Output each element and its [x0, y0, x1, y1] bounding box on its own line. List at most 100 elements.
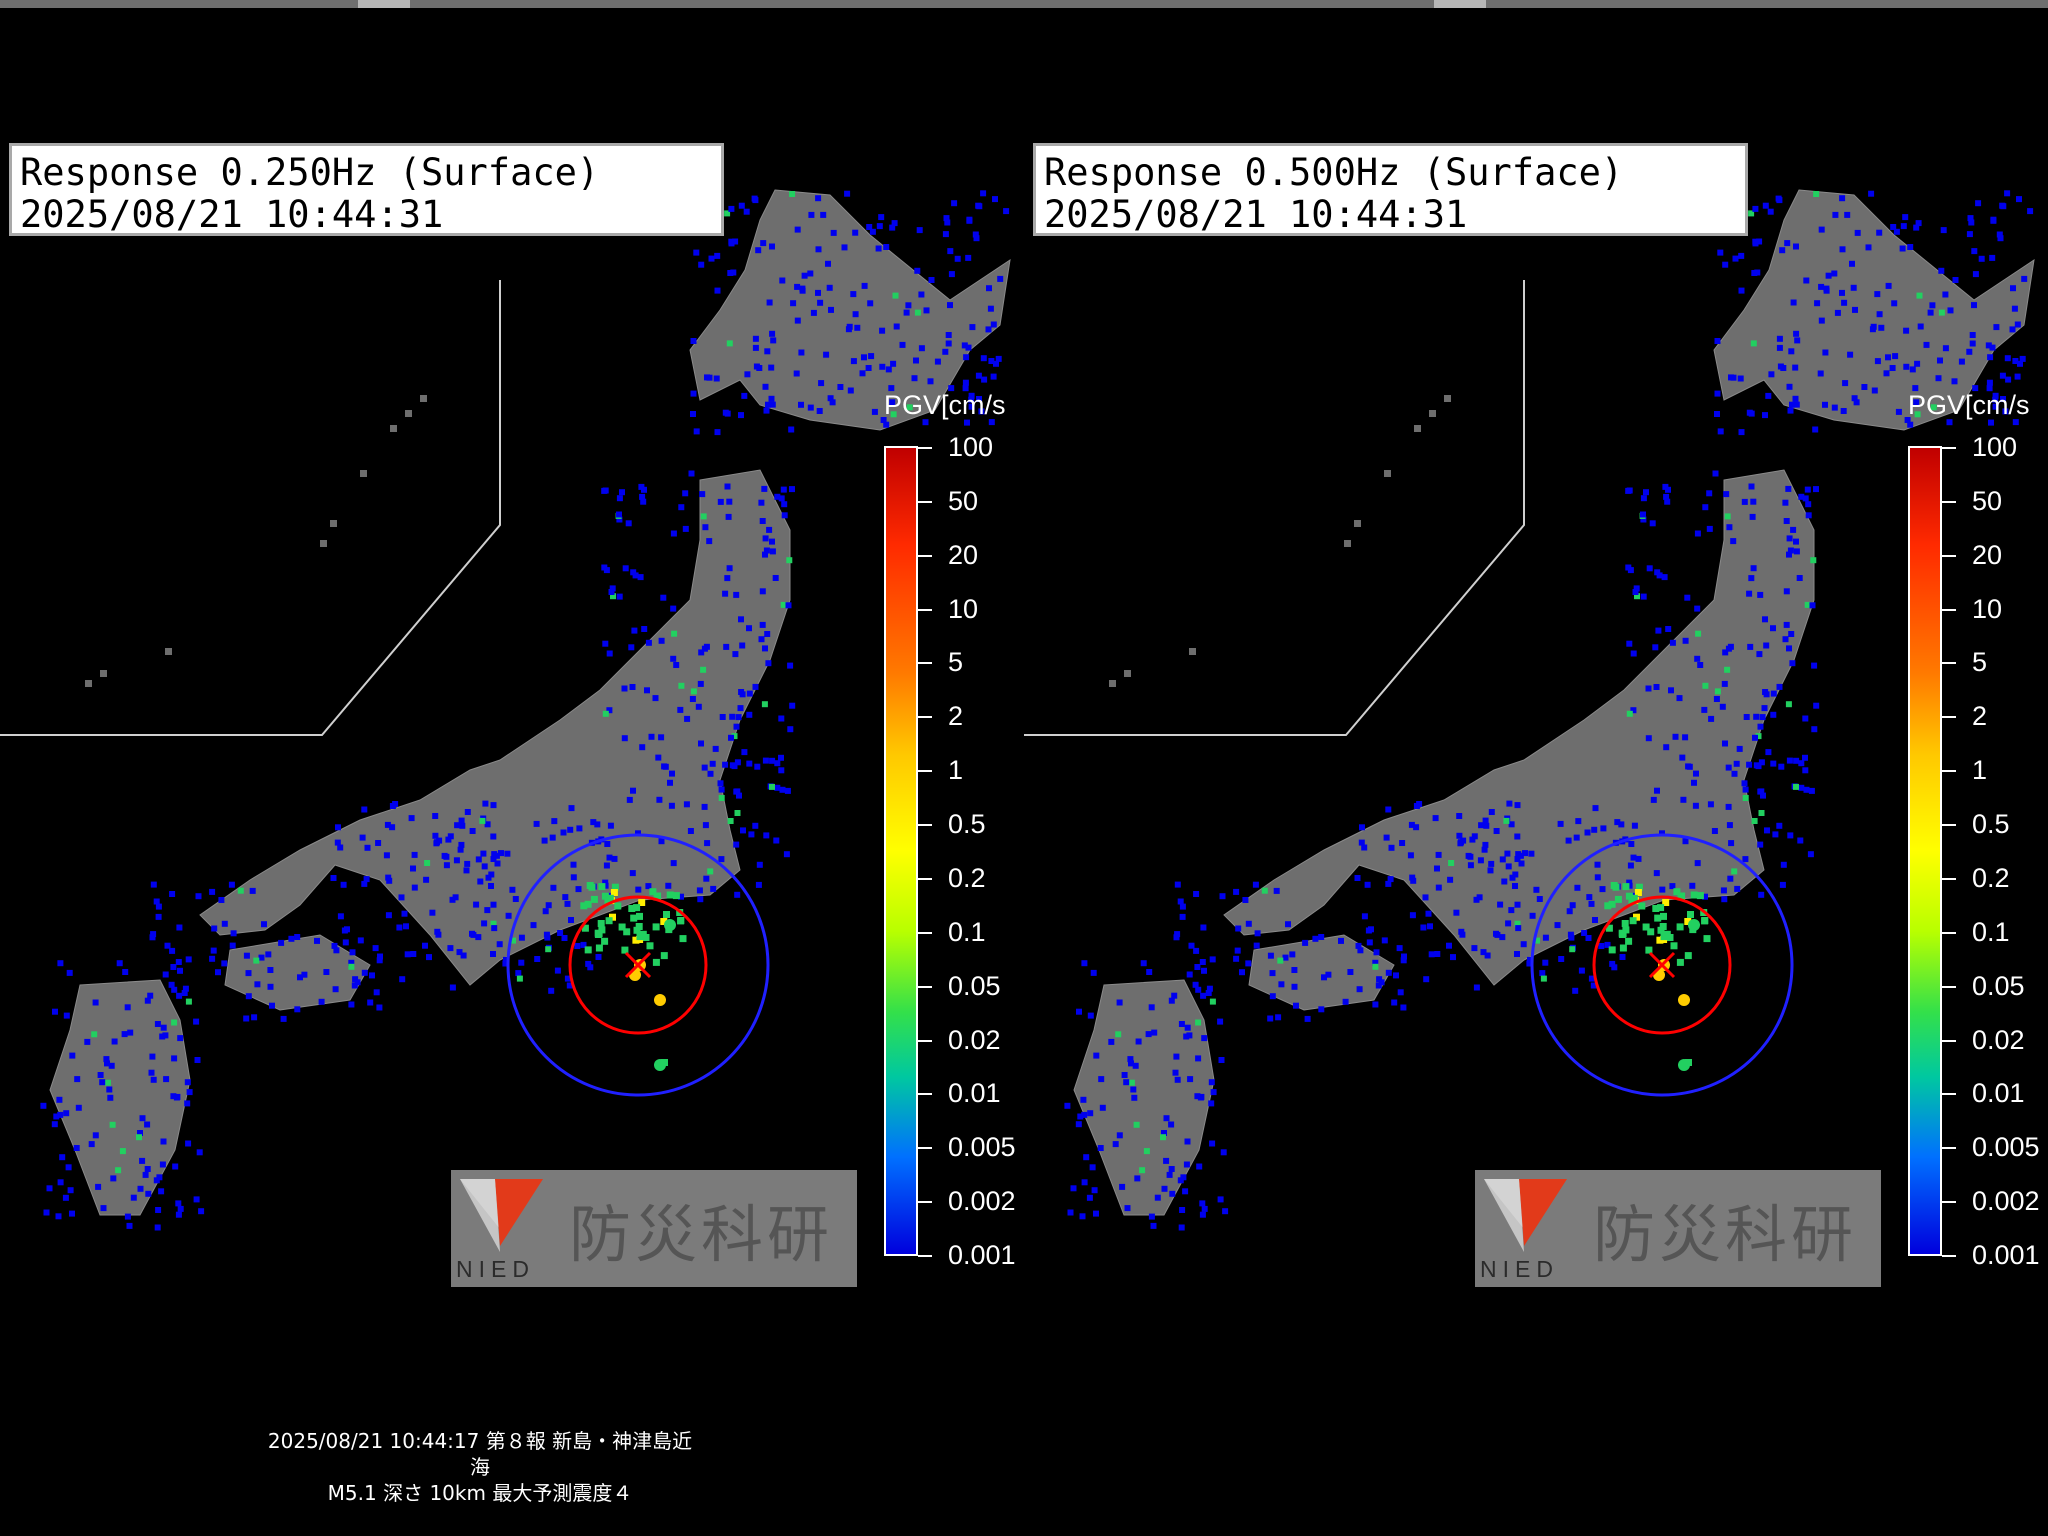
seismic-station: [1783, 518, 1790, 524]
seismic-station: [823, 351, 830, 358]
seismic-station: [193, 1018, 200, 1025]
seismic-station: [1763, 642, 1770, 649]
seismic-station: [1565, 837, 1572, 844]
seismic-station: [1569, 902, 1576, 909]
seismic-station: [1361, 913, 1368, 920]
island: [1344, 540, 1351, 547]
seismic-station: [158, 1188, 165, 1195]
seismic-station: [635, 830, 641, 837]
seismic-station: [154, 1224, 161, 1231]
seismic-station: [762, 383, 769, 390]
seismic-station: [726, 498, 733, 505]
seismic-station: [258, 954, 265, 961]
seismic-station: [1003, 208, 1010, 215]
seismic-station: [688, 470, 695, 477]
seismic-station: [1768, 371, 1775, 378]
seismic-station: [1951, 378, 1958, 385]
seismic-station: [632, 936, 640, 944]
seismic-station: [764, 631, 771, 637]
seismic-station: [732, 238, 739, 245]
seismic-station: [1163, 1157, 1170, 1164]
scale-tick: [918, 716, 932, 719]
seismic-station: [737, 705, 744, 712]
seismic-station: [1273, 887, 1280, 894]
seismic-station: [945, 332, 952, 338]
seismic-station: [1784, 240, 1791, 247]
caption-line-1: 2025/08/21 10:44:17 第８報 新島・神津島近海: [267, 1429, 693, 1479]
seismic-station: [1342, 998, 1349, 1005]
island: [1354, 520, 1361, 527]
seismic-station: [1168, 1166, 1175, 1172]
seismic-station: [621, 735, 628, 742]
seismic-station: [581, 924, 589, 932]
seismic-station: [544, 934, 551, 941]
scrollbar-thumb-right[interactable]: [1434, 0, 1486, 8]
seismic-station: [1599, 886, 1606, 893]
scale-tick-label: 0.002: [948, 1186, 1016, 1217]
scale-tick: [918, 1201, 932, 1204]
seismic-station: [463, 867, 470, 874]
seismic-station: [363, 876, 370, 883]
seismic-station: [1694, 860, 1701, 867]
seismic-station: [568, 917, 574, 923]
seismic-station: [1702, 504, 1709, 511]
seismic-station: [318, 998, 325, 1005]
seismic-station: [515, 970, 522, 977]
seismic-station: [1081, 1111, 1088, 1118]
seismic-station: [1802, 754, 1808, 761]
seismic-station: [1725, 645, 1732, 652]
seismic-station: [453, 857, 460, 864]
seismic-station: [945, 340, 952, 347]
seismic-station: [411, 884, 418, 891]
seismic-station: [1797, 837, 1804, 844]
epicenter-marker: [1648, 951, 1676, 979]
seismic-station: [1701, 706, 1708, 713]
scale-tick: [1942, 931, 1956, 934]
seismic-station: [1505, 920, 1512, 927]
seismic-station: [1751, 270, 1758, 276]
seismic-station: [658, 637, 665, 644]
seismic-station: [1422, 894, 1429, 901]
seismic-station: [1786, 645, 1792, 652]
seismic-station: [1685, 1059, 1692, 1066]
seismic-station: [1847, 351, 1854, 358]
seismic-station: [2004, 355, 2011, 362]
seismic-station: [1206, 985, 1213, 992]
seismic-station: [741, 749, 748, 756]
scale-tick: [1942, 1255, 1956, 1257]
seismic-station: [221, 920, 228, 927]
seismic-station: [1798, 760, 1805, 767]
seismic-station: [706, 538, 713, 545]
seismic-station: [490, 920, 497, 927]
seismic-station: [1318, 934, 1325, 940]
seismic-station: [594, 821, 601, 828]
seismic-station: [469, 930, 475, 937]
scrollbar-track[interactable]: [0, 0, 2048, 8]
seismic-station: [163, 1076, 170, 1083]
seismic-station: [664, 919, 676, 931]
seismic-station: [753, 363, 760, 370]
seismic-station: [653, 893, 661, 901]
seismic-station: [1168, 1121, 1175, 1128]
seismic-station: [551, 818, 558, 825]
seismic-station: [1220, 1149, 1227, 1156]
seismic-station: [1958, 358, 1965, 365]
scrollbar-thumb-left[interactable]: [358, 0, 410, 8]
seismic-station: [348, 963, 355, 970]
seismic-station: [752, 335, 759, 342]
seismic-station: [103, 1056, 110, 1063]
seismic-station: [177, 1205, 184, 1212]
seismic-station: [883, 421, 890, 428]
seismic-station: [576, 825, 583, 832]
seismic-station: [1610, 882, 1618, 889]
title-frequency: Response 0.500Hz (Surface): [1044, 151, 1624, 194]
seismic-station: [1793, 548, 1800, 555]
seismic-station: [1383, 834, 1390, 841]
seismic-station: [1130, 1086, 1137, 1093]
seismic-station: [726, 565, 733, 572]
seismic-station: [1748, 483, 1755, 490]
seismic-station: [1542, 934, 1549, 941]
seismic-station: [807, 404, 814, 411]
seismic-station: [67, 1187, 74, 1194]
seismic-station: [484, 821, 491, 828]
